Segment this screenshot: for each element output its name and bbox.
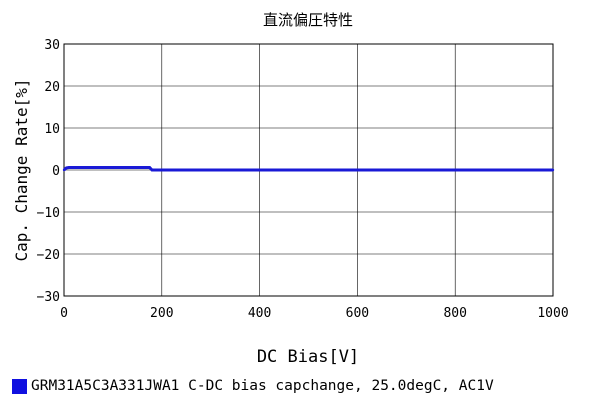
x-axis-label: DC Bias[V]	[257, 347, 359, 367]
data-point	[405, 168, 408, 172]
y-axis-label: Cap. Change Rate[%]	[12, 78, 31, 261]
data-point	[307, 168, 310, 172]
legend-label: GRM31A5C3A331JWA1 C-DC bias capchange, 2…	[31, 378, 494, 394]
y-tick-label: 30	[44, 38, 60, 53]
data-point	[148, 166, 151, 169]
data-point	[258, 168, 261, 172]
data-point	[454, 168, 457, 172]
x-tick-label: 1000	[537, 306, 568, 321]
data-point	[150, 168, 154, 172]
series-group	[62, 166, 555, 172]
data-point	[65, 166, 68, 170]
data-point	[209, 168, 212, 172]
y-tick-label: −30	[37, 290, 60, 305]
y-tick-label: 10	[44, 122, 60, 137]
y-tick-labels: 30 20 10 0 −10 −20 −30	[37, 38, 60, 305]
data-point	[111, 166, 115, 169]
x-tick-label: 200	[150, 306, 173, 321]
data-point	[136, 166, 139, 169]
data-point	[551, 168, 555, 172]
y-tick-label: 20	[44, 80, 60, 95]
data-point	[502, 168, 506, 172]
x-tick-label: 800	[443, 306, 466, 321]
chart-title: 直流偏圧特性	[263, 11, 353, 29]
x-tick-label: 400	[248, 306, 271, 321]
dc-bias-chart: 直流偏圧特性 30 20 10 0 −10 −20 −30 0 200 400 600 800 100…	[12, 11, 569, 367]
data-point	[160, 168, 163, 172]
x-tick-labels: 0 200 400 600 800 1000	[60, 306, 569, 321]
data-point	[62, 168, 66, 172]
legend-swatch	[12, 378, 27, 394]
y-tick-label: 0	[52, 164, 60, 179]
y-tick-label: −20	[37, 248, 60, 263]
data-point	[87, 166, 90, 169]
legend: GRM31A5C3A331JWA1 C-DC bias capchange, 2…	[12, 376, 494, 396]
data-point	[67, 166, 71, 169]
x-tick-label: 600	[346, 306, 369, 321]
x-tick-label: 0	[60, 306, 68, 321]
data-point	[356, 168, 359, 172]
y-tick-label: −10	[37, 206, 60, 221]
